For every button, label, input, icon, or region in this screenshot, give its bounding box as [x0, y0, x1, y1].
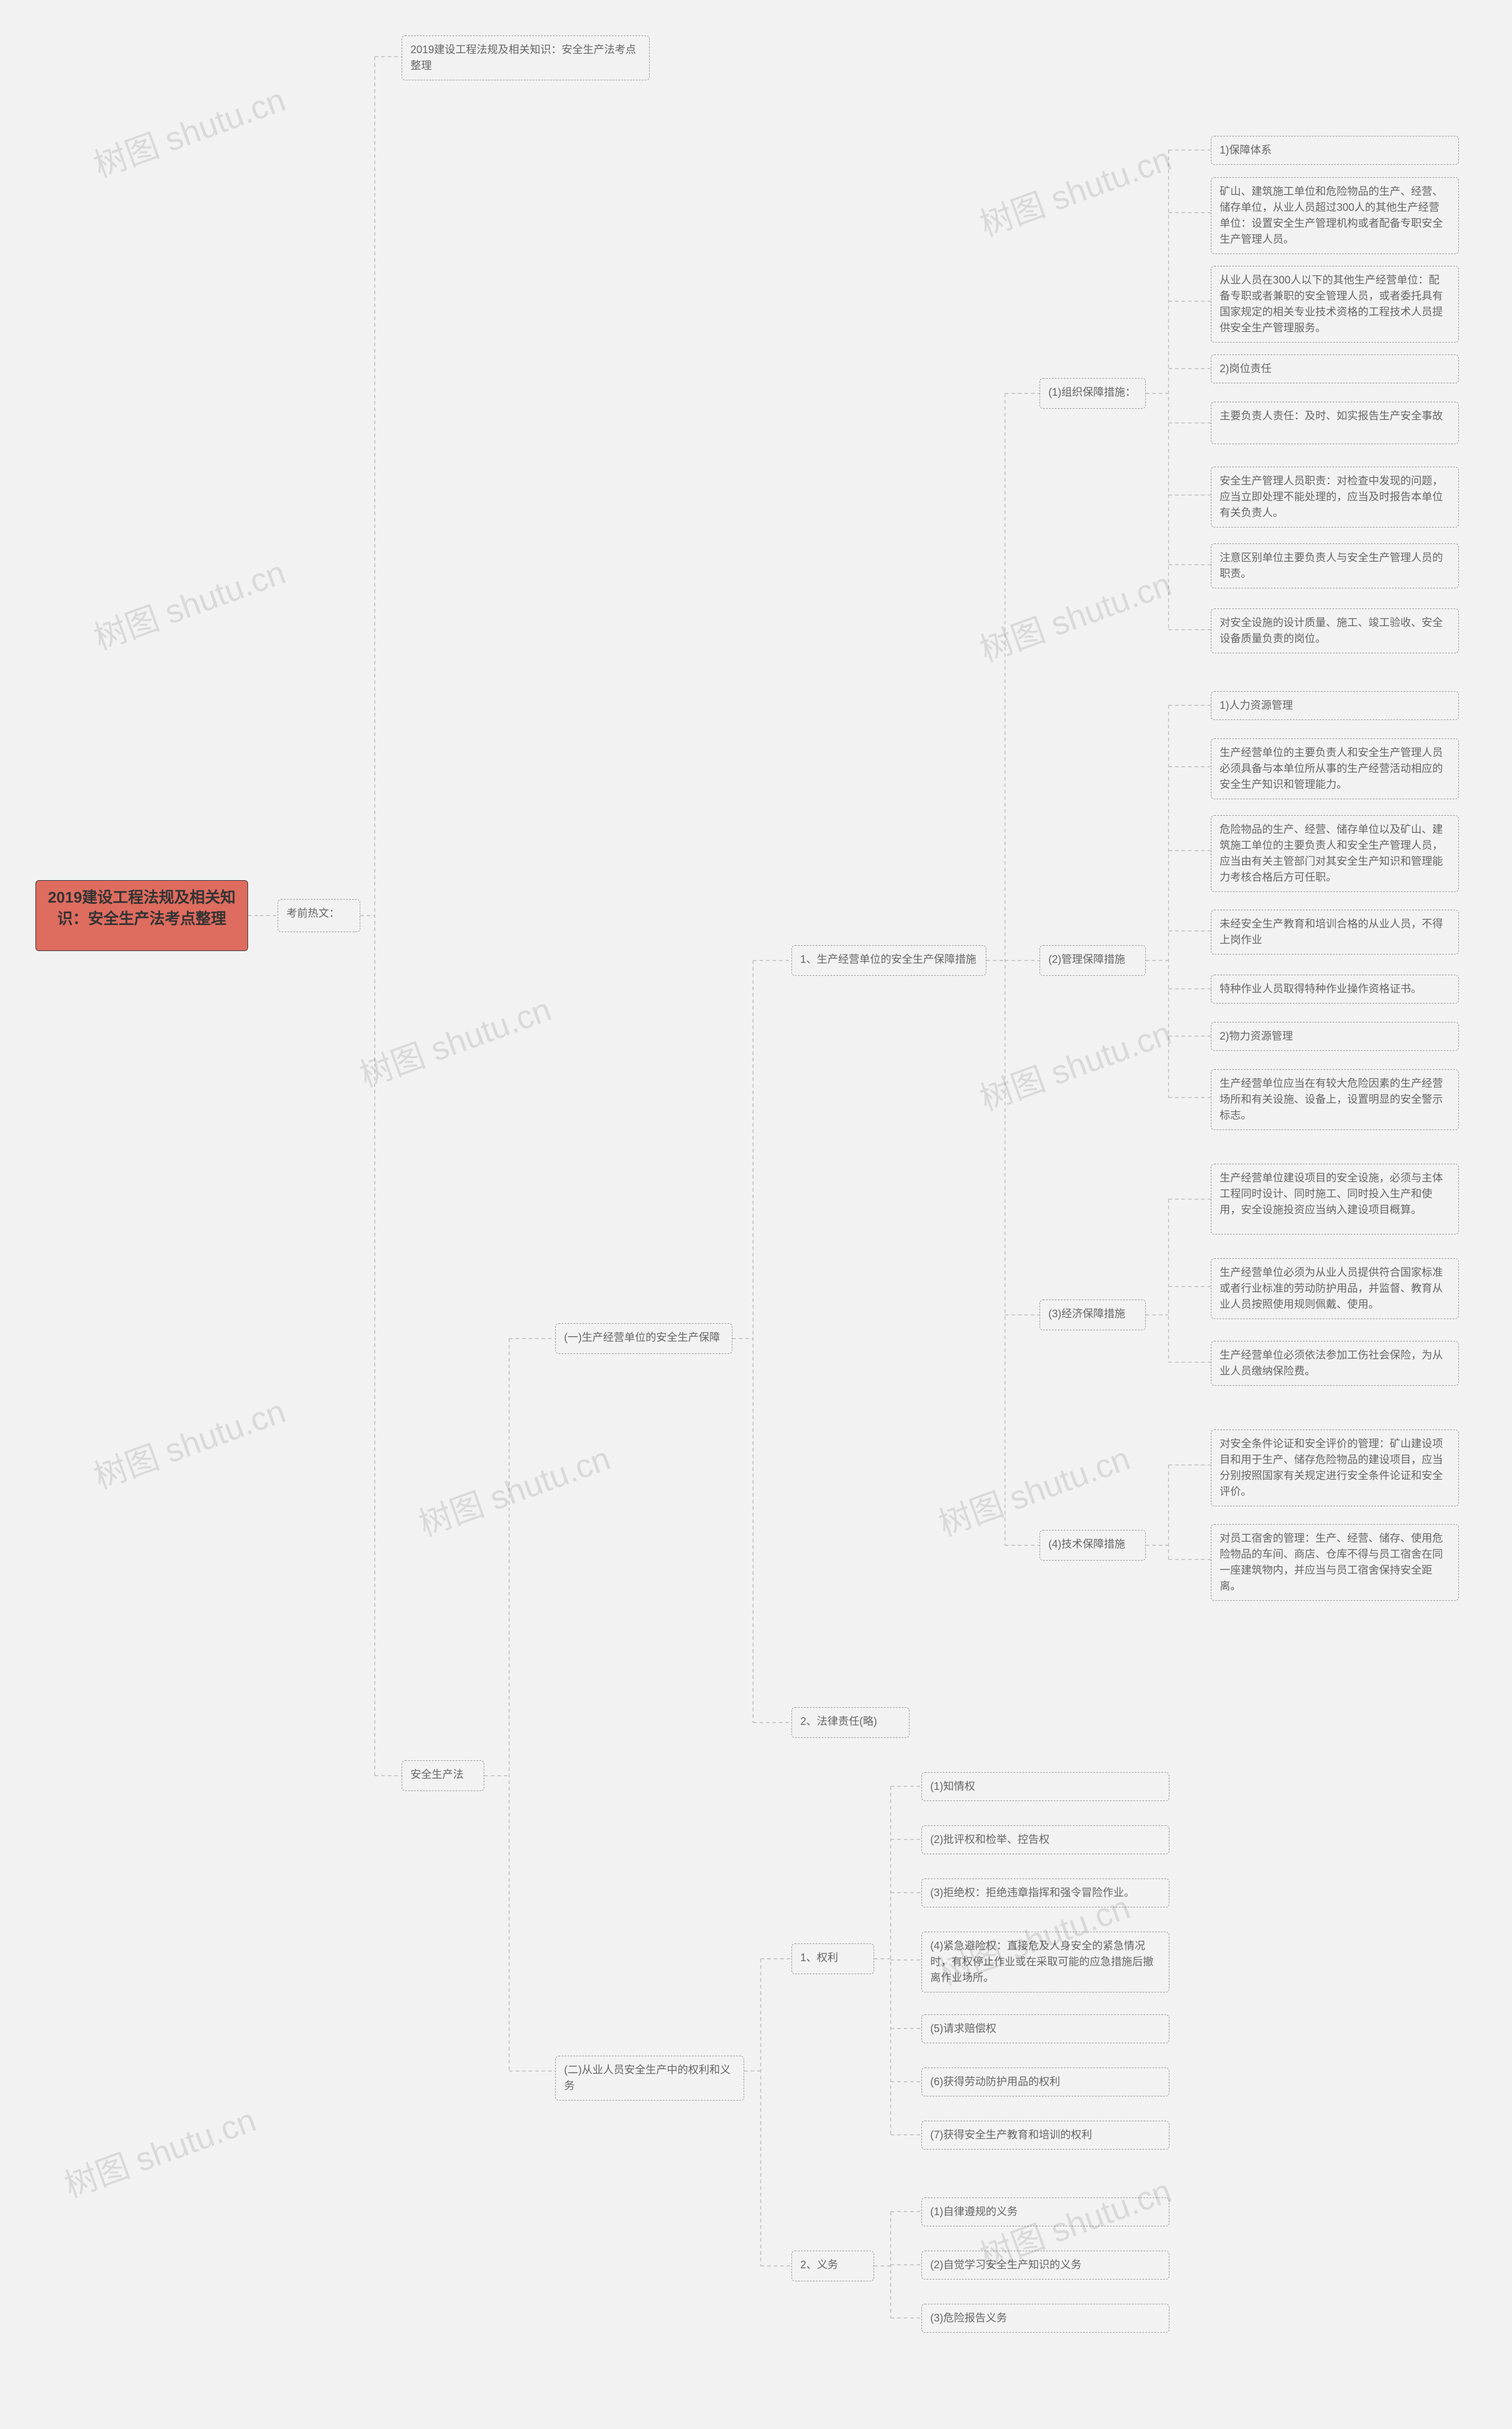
node-m4: (4)技术保障措施 [1040, 1530, 1146, 1561]
node-d3: (3)危险报告义务 [921, 2304, 1169, 2333]
node-m1f: 安全生产管理人员职责：对检查中发现的问题，应当立即处理不能处理的，应当及时报告本… [1211, 467, 1459, 528]
node-s1b: 2、法律责任(略) [791, 1707, 910, 1738]
node-d1: (1)自律遵规的义务 [921, 2197, 1169, 2226]
node-d2: (2)自觉学习安全生产知识的义务 [921, 2251, 1169, 2280]
node-sec1: (一)生产经营单位的安全生产保障 [555, 1323, 732, 1354]
node-r2: (2)批评权和检举、控告权 [921, 1825, 1169, 1854]
node-m2f: 2)物力资源管理 [1211, 1022, 1459, 1051]
watermark: 树图 shutu.cn [972, 1007, 1177, 1120]
node-m3: (3)经济保障措施 [1040, 1300, 1146, 1330]
node-r1: (1)知情权 [921, 1772, 1169, 1801]
watermark: 树图 shutu.cn [86, 1385, 291, 1498]
watermark: 树图 shutu.cn [972, 132, 1177, 246]
node-m3c: 生产经营单位必须依法参加工伤社会保险，为从业人员缴纳保险费。 [1211, 1341, 1459, 1386]
node-root: 2019建设工程法规及相关知识：安全生产法考点整理 [35, 880, 248, 951]
node-r6: (6)获得劳动防护用品的权利 [921, 2067, 1169, 2096]
node-m1e: 主要负责人责任：及时、如实报告生产安全事故 [1211, 402, 1459, 444]
node-s1a: 1、生产经营单位的安全生产保障措施 [791, 945, 986, 976]
node-sec2: (二)从业人员安全生产中的权利和义务 [555, 2056, 744, 2101]
node-m2a: 1)人力资源管理 [1211, 691, 1459, 720]
node-m2g: 生产经营单位应当在有较大危险因素的生产经营场所和有关设施、设备上，设置明显的安全… [1211, 1069, 1459, 1130]
node-m3a: 生产经营单位建设项目的安全设施，必须与主体工程同时设计、同时施工、同时投入生产和… [1211, 1164, 1459, 1235]
node-m2: (2)管理保障措施 [1040, 945, 1146, 976]
node-law: 安全生产法 [402, 1760, 484, 1791]
watermark: 树图 shutu.cn [86, 73, 291, 187]
node-m2e: 特种作业人员取得特种作业操作资格证书。 [1211, 975, 1459, 1004]
node-m2d: 未经安全生产教育和培训合格的从业人员，不得上岗作业 [1211, 910, 1459, 955]
node-r4: (4)紧急避险权：直接危及人身安全的紧急情况时，有权停止作业或在采取可能的应急措… [921, 1932, 1169, 1992]
node-m1g: 注意区别单位主要负责人与安全生产管理人员的职责。 [1211, 543, 1459, 588]
node-m1: (1)组织保障措施： [1040, 378, 1146, 409]
node-m4b: 对员工宿舍的管理：生产、经营、储存、使用危险物品的车间、商店、仓库不得与员工宿舍… [1211, 1524, 1459, 1601]
node-r5: (5)请求赔偿权 [921, 2014, 1169, 2043]
node-m1d: 2)岗位责任 [1211, 354, 1459, 383]
node-rights: 1、权利 [791, 1943, 874, 1974]
node-pretext: 考前热文： [278, 899, 360, 932]
node-m3b: 生产经营单位必须为从业人员提供符合国家标准或者行业标准的劳动防护用品，并监督、教… [1211, 1258, 1459, 1319]
node-titlecopy: 2019建设工程法规及相关知识：安全生产法考点整理 [402, 35, 650, 80]
node-m1a: 1)保障体系 [1211, 136, 1459, 165]
watermark: 树图 shutu.cn [57, 2093, 262, 2207]
node-r7: (7)获得安全生产教育和培训的权利 [921, 2121, 1169, 2150]
watermark: 树图 shutu.cn [86, 546, 291, 659]
node-m2b: 生产经营单位的主要负责人和安全生产管理人员必须具备与本单位所从事的生产经营活动相… [1211, 738, 1459, 799]
node-m1b: 矿山、建筑施工单位和危险物品的生产、经营、储存单位，从业人员超过300人的其他生… [1211, 177, 1459, 254]
watermark: 树图 shutu.cn [411, 1432, 616, 1545]
node-m2c: 危险物品的生产、经营、储存单位以及矿山、建筑施工单位的主要负责人和安全生产管理人… [1211, 815, 1459, 892]
node-m4a: 对安全条件论证和安全评价的管理：矿山建设项目和用于生产、储存危险物品的建设项目，… [1211, 1430, 1459, 1506]
watermark: 树图 shutu.cn [972, 558, 1177, 671]
node-m1c: 从业人员在300人以下的其他生产经营单位：配备专职或者兼职的安全管理人员，或者委… [1211, 266, 1459, 343]
watermark: 树图 shutu.cn [931, 1432, 1136, 1545]
node-duties: 2、义务 [791, 2251, 874, 2281]
node-m1h: 对安全设施的设计质量、施工、竣工验收、安全设备质量负责的岗位。 [1211, 608, 1459, 653]
node-r3: (3)拒绝权：拒绝违章指挥和强令冒险作业。 [921, 1878, 1169, 1907]
watermark: 树图 shutu.cn [352, 983, 557, 1096]
